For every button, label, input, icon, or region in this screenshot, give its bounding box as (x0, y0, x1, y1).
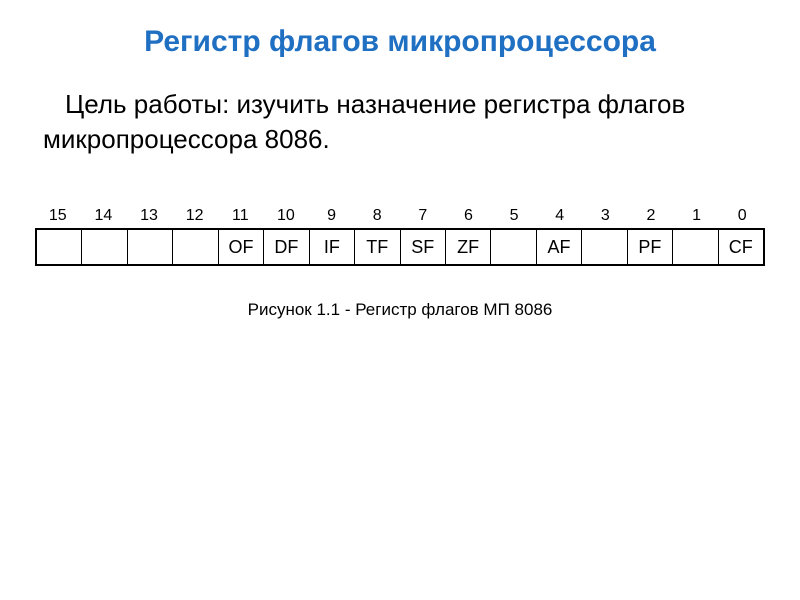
bit-index: 10 (263, 207, 309, 228)
flag-cell: AF (537, 230, 582, 264)
flag-cell (582, 230, 627, 264)
bit-index: 14 (81, 207, 127, 228)
bit-index: 3 (583, 207, 629, 228)
bit-index: 13 (126, 207, 172, 228)
figure-caption: Рисунок 1.1 - Регистр флагов МП 8086 (35, 300, 765, 320)
flag-cell (491, 230, 536, 264)
bit-index: 1 (674, 207, 720, 228)
bit-index: 12 (172, 207, 218, 228)
goal-text: Цель работы: изучить назначение регистра… (35, 87, 765, 157)
bit-index: 2 (628, 207, 674, 228)
flag-cell (173, 230, 218, 264)
flag-cell: TF (355, 230, 400, 264)
flag-cell-row: OFDFIFTFSFZF AF PF CF (35, 228, 765, 266)
bit-index: 5 (491, 207, 537, 228)
flag-cell: DF (264, 230, 309, 264)
flag-cell: PF (628, 230, 673, 264)
flag-cell: CF (719, 230, 763, 264)
bit-index: 4 (537, 207, 583, 228)
flags-register-diagram: 1514131211109876543210 OFDFIFTFSFZFAFPFC… (35, 207, 765, 266)
bit-index: 15 (35, 207, 81, 228)
bit-index-row: 1514131211109876543210 (35, 207, 765, 228)
flag-cell: ZF (446, 230, 491, 264)
bit-index: 7 (400, 207, 446, 228)
bit-index: 9 (309, 207, 355, 228)
bit-index: 0 (719, 207, 765, 228)
flag-cell: OF (219, 230, 264, 264)
bit-index: 6 (446, 207, 492, 228)
bit-index: 11 (218, 207, 264, 228)
flag-cell: IF (310, 230, 355, 264)
slide-title: Регистр флагов микропроцессора (35, 25, 765, 59)
flag-cell (673, 230, 718, 264)
bit-index: 8 (354, 207, 400, 228)
flag-cell: SF (401, 230, 446, 264)
flag-cell (128, 230, 173, 264)
flag-cell (37, 230, 82, 264)
flag-cell (82, 230, 127, 264)
